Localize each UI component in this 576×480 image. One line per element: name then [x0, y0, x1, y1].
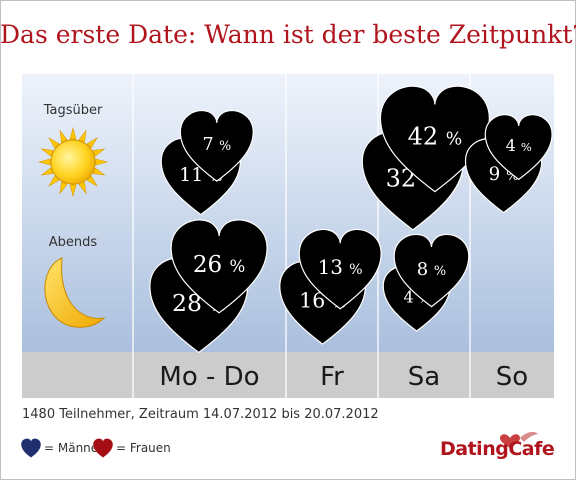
legend-women-label: = Frauen: [116, 441, 171, 455]
heart-wing-icon: [500, 431, 538, 448]
heart-women: 7 %: [179, 109, 254, 182]
brand-name: DatingCafe: [440, 438, 555, 460]
brand-logo: DatingCafe: [440, 428, 560, 468]
heart-value-label: 26 %: [193, 252, 245, 278]
moon-icon: [44, 257, 106, 328]
heart-women: 13 %: [298, 228, 382, 310]
heart-women: 42 %: [379, 85, 490, 193]
heart-value-label: 42 %: [408, 122, 463, 150]
heart-women: 26 %: [170, 219, 268, 314]
heart-value-label: 8 %: [417, 259, 446, 280]
category-label: Fr: [320, 362, 344, 392]
heart-icon-red: [93, 438, 113, 458]
heart-women: 4 %: [484, 114, 553, 181]
heart-icon-blue: [21, 438, 41, 458]
sun-icon: [37, 126, 109, 198]
heart-value-label: 7 %: [202, 135, 231, 155]
heart-value-label: 4 %: [506, 136, 532, 155]
chart-title: Das erste Date: Wann ist der beste Zeitp…: [0, 20, 576, 49]
footnote: 1480 Teilnehmer, Zeitraum 14.07.2012 bis…: [22, 407, 379, 422]
legend-men-label: = Männer: [44, 441, 104, 455]
category-label: Mo - Do: [159, 362, 259, 392]
legend-men: = Männer: [20, 438, 103, 458]
row-label-day: Tagsüber: [43, 103, 103, 118]
category-label: Sa: [408, 362, 440, 392]
category-label: So: [496, 362, 528, 392]
category-band: [22, 352, 554, 398]
heart-women: 8 %: [393, 233, 470, 308]
legend-women: = Frauen: [92, 438, 171, 458]
row-label-evening: Abends: [49, 235, 98, 250]
heart-value-label: 13 %: [318, 256, 363, 279]
